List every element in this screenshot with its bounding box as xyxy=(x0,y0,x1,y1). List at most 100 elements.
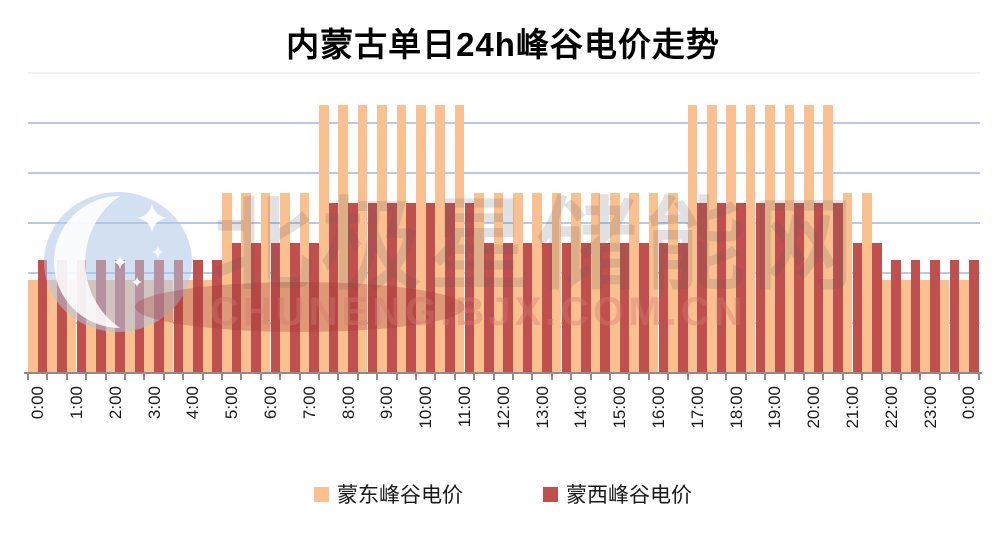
bar-mengxi-21-00 xyxy=(852,242,863,373)
x-axis-tick xyxy=(124,374,126,380)
bar-mengdong-3-00 xyxy=(144,280,155,373)
x-axis-tick xyxy=(337,374,340,380)
x-axis-tick xyxy=(279,374,282,380)
bar-mengdong-22-00 xyxy=(881,280,892,373)
x-axis-tick xyxy=(861,374,864,380)
mengdong-swatch-icon xyxy=(314,486,329,502)
x-axis-tick xyxy=(783,374,786,380)
bar-mengxi-4-00 xyxy=(192,260,203,373)
y-gridline xyxy=(28,121,980,124)
x-axis-tick xyxy=(162,374,165,380)
bar-mengdong-9-00 xyxy=(377,105,387,373)
bar-mengxi-7-30 xyxy=(328,202,339,373)
bar-mengxi-22-30 xyxy=(910,260,921,373)
bar-mengxi-11-30 xyxy=(483,242,494,373)
x-axis-label: 13:00 xyxy=(532,386,552,429)
x-axis-tick xyxy=(706,374,708,380)
bar-mengxi-14-00 xyxy=(580,242,591,373)
bar-mengdong-8-30 xyxy=(357,105,368,373)
bar-mengdong-0-00 xyxy=(959,280,969,373)
bar-mengdong-22-30 xyxy=(901,280,911,373)
bar-mengdong-1-00 xyxy=(66,280,77,373)
bar-mengxi-20-30 xyxy=(833,202,843,373)
x-axis-tick xyxy=(919,374,922,380)
x-axis-tick xyxy=(492,374,495,380)
bar-mengxi-16-00 xyxy=(658,242,669,373)
bar-mengdong-6-30 xyxy=(280,192,290,373)
bar-mengdong-10-30 xyxy=(435,105,446,373)
x-axis-tick xyxy=(938,374,941,380)
x-axis-label: 0:00 xyxy=(959,386,979,420)
watermark-latin-text: CHUNENG.BJX.COM.CN xyxy=(210,290,747,334)
bar-mengxi-3-30 xyxy=(173,260,184,373)
bar-mengxi-18-30 xyxy=(755,202,766,373)
bar-mengdong-12-30 xyxy=(513,192,523,373)
x-axis-label: 12:00 xyxy=(493,386,513,429)
bar-mengdong-8-00 xyxy=(338,105,349,373)
x-axis-tick xyxy=(298,374,301,380)
x-axis-tick xyxy=(822,374,825,380)
x-axis-label: 16:00 xyxy=(649,386,668,429)
x-axis-tick xyxy=(667,374,670,380)
x-axis-label: 15:00 xyxy=(610,386,630,429)
bar-mengxi-0-00 xyxy=(37,260,48,373)
x-axis-tick xyxy=(46,374,49,380)
bar-mengxi-13-30 xyxy=(561,242,572,373)
legend-label-mengxi: 蒙西峰谷电价 xyxy=(566,484,692,507)
bar-mengdong-20-30 xyxy=(823,105,834,373)
legend-item-mengdong: 蒙东峰谷电价 xyxy=(314,479,463,509)
x-axis-tick xyxy=(647,374,650,380)
bar-mengdong-18-00 xyxy=(726,105,737,373)
x-axis-label: 14:00 xyxy=(571,386,591,429)
bar-mengdong-6-00 xyxy=(260,192,271,373)
bar-mengxi-8-00 xyxy=(348,202,358,373)
bar-mengdong-4-00 xyxy=(183,280,193,373)
bar-mengxi-5-00 xyxy=(231,242,242,373)
bar-mengxi-9-30 xyxy=(406,202,416,373)
bar-mengdong-14-00 xyxy=(571,192,581,373)
y-gridline xyxy=(28,71,980,74)
x-axis-line xyxy=(24,372,982,374)
chart-title: 内蒙古单日24h峰谷电价走势 xyxy=(286,26,720,63)
bar-mengxi-17-00 xyxy=(697,202,707,373)
x-axis-tick xyxy=(570,374,573,380)
x-axis-tick xyxy=(434,374,437,380)
bar-mengxi-22-00 xyxy=(891,260,901,373)
bar-mengdong-11-00 xyxy=(454,105,465,373)
bar-mengdong-20-00 xyxy=(804,105,814,373)
bar-mengdong-19-00 xyxy=(765,105,775,373)
bar-mengxi-6-00 xyxy=(270,242,281,373)
x-axis-tick xyxy=(221,374,223,380)
bar-mengxi-19-30 xyxy=(794,202,804,373)
x-axis-tick xyxy=(686,374,689,380)
bar-mengdong-13-00 xyxy=(532,192,543,373)
bar-mengxi-13-00 xyxy=(542,242,552,373)
bar-mengdong-18-30 xyxy=(745,105,756,373)
x-axis-label: 1:00 xyxy=(67,386,86,420)
x-axis-tick xyxy=(259,374,262,380)
bar-mengdong-12-00 xyxy=(493,192,504,373)
mengxi-swatch-icon xyxy=(543,486,558,502)
x-axis-label: 17:00 xyxy=(687,386,707,429)
bar-mengdong-21-30 xyxy=(862,192,872,373)
bar-mengdong-16-30 xyxy=(668,192,678,373)
x-axis-tick xyxy=(395,374,398,380)
bar-mengdong-17-00 xyxy=(687,105,698,373)
bar-mengdong-19-30 xyxy=(784,105,795,373)
bar-mengxi-0-30 xyxy=(57,260,67,373)
x-axis-tick xyxy=(550,374,553,380)
bar-mengdong-5-00 xyxy=(222,192,232,373)
chart-legend: 蒙东峰谷电价 蒙西峰谷电价 xyxy=(0,479,1006,509)
x-axis-tick xyxy=(356,374,359,380)
bar-mengxi-18-00 xyxy=(736,202,746,373)
x-axis-tick xyxy=(880,374,883,380)
bar-mengxi-21-30 xyxy=(871,242,882,373)
bar-mengxi-12-00 xyxy=(503,242,513,373)
x-axis-label: 22:00 xyxy=(881,386,901,429)
x-axis-tick xyxy=(85,374,88,380)
x-axis-tick xyxy=(609,374,611,380)
bar-mengxi-7-00 xyxy=(309,242,319,373)
bar-mengxi-23-30 xyxy=(949,260,960,373)
bar-mengxi-19-00 xyxy=(774,202,785,373)
x-axis-label: 19:00 xyxy=(765,386,785,429)
